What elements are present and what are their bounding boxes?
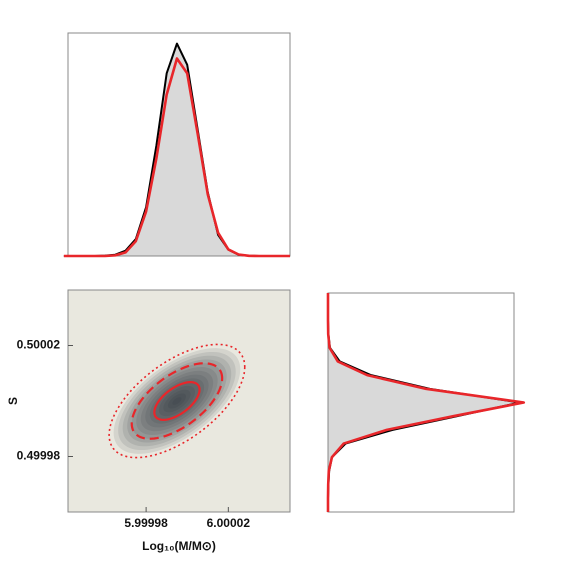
panel-frame	[67, 289, 291, 513]
density-shade	[158, 385, 196, 417]
plot-area	[108, 343, 246, 459]
density-shade	[127, 359, 227, 443]
density-shade	[149, 378, 205, 424]
density-line	[63, 57, 290, 258]
x-tick-label: 6.00002	[207, 516, 251, 530]
joint-panel: 5.99998 6.00002 0.49998 0.50002	[17, 289, 291, 530]
density-shade	[122, 355, 232, 447]
y-axis-label: S	[6, 397, 20, 405]
panel-background	[68, 290, 290, 512]
density-line	[326, 293, 526, 512]
density-shade	[145, 374, 209, 428]
density-shade	[113, 348, 241, 454]
contour-line	[153, 381, 201, 421]
top-marginal	[63, 32, 291, 258]
y-tick-label: 0.49998	[17, 449, 61, 463]
density-shade	[118, 351, 236, 451]
density-shade	[154, 382, 200, 420]
contour-line	[130, 362, 224, 440]
density-shade	[167, 393, 186, 409]
x-tick-label: 5.99998	[124, 516, 168, 530]
panel-frame	[67, 32, 291, 257]
area	[63, 43, 291, 257]
right-marginal	[326, 292, 526, 513]
x-axis-label: Log₁₀(M/M⊙)	[142, 539, 216, 553]
density-shade	[131, 363, 223, 439]
density-shade	[140, 370, 214, 432]
contour-line	[108, 343, 246, 459]
density-shade	[172, 397, 182, 405]
area	[328, 293, 520, 512]
y-tick-label: 0.50002	[17, 338, 61, 352]
density-shade	[163, 389, 191, 413]
